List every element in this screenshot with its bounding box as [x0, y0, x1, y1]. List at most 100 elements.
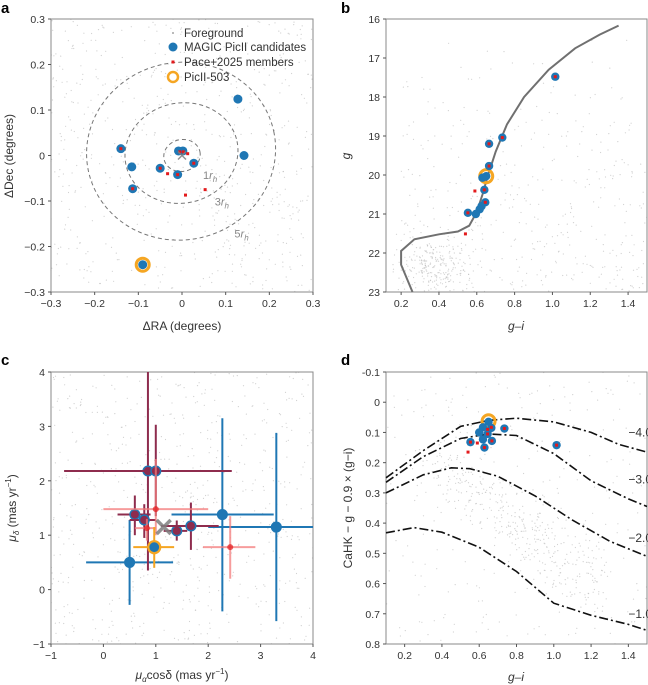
foreground-star: [309, 533, 311, 535]
foreground-star: [105, 519, 107, 521]
foreground-star: [436, 549, 438, 551]
foreground-star: [387, 426, 389, 428]
foreground-star: [437, 461, 439, 463]
foreground-star: [241, 444, 243, 446]
foreground-star: [307, 195, 309, 197]
foreground-star: [613, 121, 615, 123]
foreground-star: [201, 157, 203, 159]
foreground-star: [598, 178, 600, 180]
foreground-star: [298, 587, 300, 590]
foreground-star: [290, 218, 292, 220]
foreground-star: [424, 264, 426, 266]
foreground-star: [265, 240, 267, 242]
foreground-star: [521, 530, 523, 532]
foreground-star: [434, 275, 436, 277]
foreground-star: [223, 135, 225, 137]
foreground-star: [612, 178, 614, 180]
foreground-star: [421, 270, 423, 272]
foreground-star: [537, 527, 539, 529]
foreground-star: [281, 217, 283, 219]
foreground-star: [505, 493, 507, 495]
foreground-star: [105, 243, 107, 245]
foreground-star: [564, 396, 566, 398]
foreground-star: [623, 557, 625, 559]
foreground-star: [566, 223, 568, 225]
foreground-star: [228, 433, 230, 435]
foreground-star: [445, 286, 447, 288]
foreground-star: [440, 255, 442, 257]
foreground-star: [449, 290, 451, 292]
foreground-star: [217, 249, 219, 251]
foreground-star: [65, 474, 67, 476]
foreground-star: [461, 249, 463, 251]
foreground-star: [483, 508, 485, 510]
foreground-star: [414, 214, 416, 216]
foreground-star: [414, 259, 416, 261]
foreground-star: [199, 465, 202, 467]
foreground-star: [125, 129, 127, 131]
half-light-radius-ellipse: [86, 61, 277, 241]
foreground-star: [529, 393, 531, 395]
foreground-star: [161, 486, 163, 489]
foreground-star: [533, 63, 535, 65]
foreground-star: [233, 133, 235, 135]
foreground-star: [609, 67, 611, 69]
foreground-star: [291, 535, 293, 537]
foreground-star: [155, 228, 157, 230]
foreground-star: [435, 279, 437, 281]
foreground-star: [631, 621, 633, 623]
foreground-star: [442, 255, 444, 257]
foreground-star: [287, 143, 290, 145]
foreground-star: [224, 184, 226, 186]
foreground-star: [610, 458, 612, 461]
foreground-star: [439, 269, 441, 271]
foreground-star: [185, 63, 187, 65]
foreground-star: [258, 606, 260, 608]
foreground-star: [395, 540, 397, 542]
foreground-star: [278, 139, 280, 141]
member-point: [158, 166, 162, 170]
foreground-star: [514, 544, 517, 546]
foreground-star: [55, 80, 58, 82]
foreground-star: [459, 259, 461, 261]
foreground-star: [644, 171, 646, 173]
foreground-star: [447, 278, 449, 280]
foreground-star: [142, 489, 144, 491]
foreground-star: [433, 266, 435, 268]
foreground-star: [224, 191, 226, 193]
foreground-star: [148, 211, 150, 213]
foreground-star: [409, 270, 412, 272]
foreground-star: [282, 171, 284, 173]
foreground-star: [404, 223, 406, 225]
foreground-star: [53, 554, 55, 556]
foreground-star: [514, 238, 517, 240]
foreground-star: [245, 438, 247, 440]
foreground-star: [292, 238, 294, 240]
foreground-star: [536, 390, 539, 392]
member-point: [482, 188, 486, 192]
foreground-star: [440, 456, 443, 458]
foreground-star: [542, 494, 544, 496]
foreground-star: [306, 199, 308, 201]
foreground-star: [633, 382, 635, 384]
foreground-star: [295, 572, 298, 575]
foreground-star: [163, 601, 165, 604]
foreground-star: [588, 381, 590, 383]
foreground-star: [451, 414, 453, 416]
foreground-star: [134, 615, 136, 617]
foreground-star: [548, 501, 550, 503]
foreground-star: [477, 264, 479, 266]
foreground-star: [586, 263, 588, 265]
foreground-star: [629, 204, 631, 206]
foreground-star: [445, 499, 447, 501]
foreground-star: [107, 416, 109, 418]
foreground-star: [407, 399, 409, 401]
foreground-star: [434, 280, 436, 282]
foreground-star: [520, 145, 523, 147]
foreground-star: [91, 32, 93, 35]
foreground-star: [186, 490, 189, 492]
foreground-star: [211, 207, 213, 209]
foreground-star: [171, 245, 173, 247]
foreground-star: [237, 544, 240, 546]
foreground-star: [511, 429, 513, 431]
